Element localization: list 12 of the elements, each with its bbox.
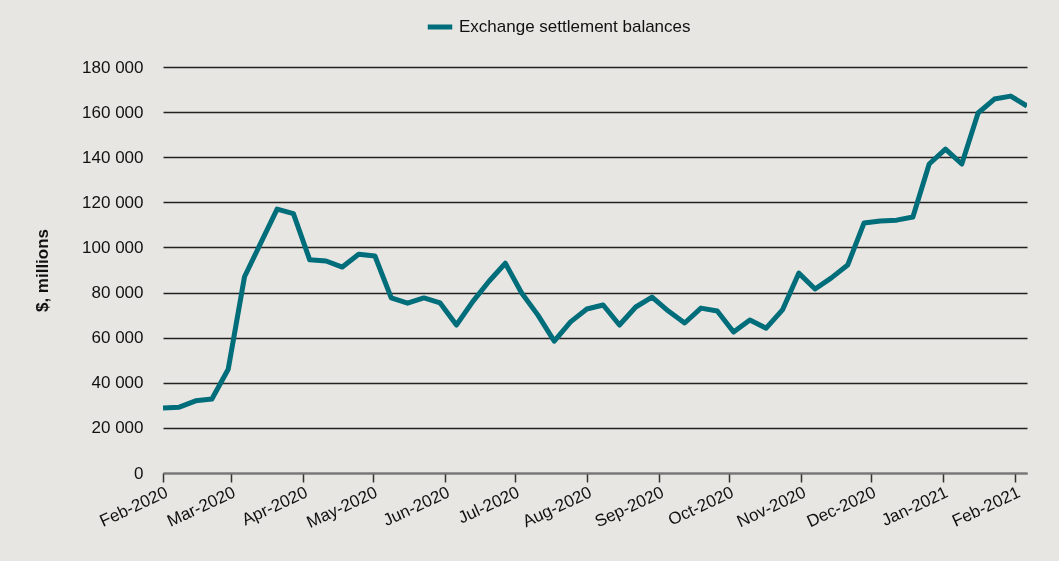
y-tick-label: 40 000 [91, 373, 144, 393]
y-tick-label: 20 000 [91, 418, 144, 438]
y-tick-label: 80 000 [91, 283, 144, 303]
y-tick-label: 0 [134, 463, 144, 483]
y-tick-label: 60 000 [91, 328, 144, 348]
y-tick-label: 140 000 [82, 147, 144, 167]
legend-label: Exchange settlement balances [459, 17, 691, 36]
y-tick-label: 180 000 [82, 57, 144, 77]
y-tick-label: 120 000 [82, 192, 144, 212]
y-axis-title: $, millions [33, 228, 53, 313]
y-tick-label: 100 000 [82, 237, 144, 257]
y-tick-label: 160 000 [82, 102, 144, 122]
